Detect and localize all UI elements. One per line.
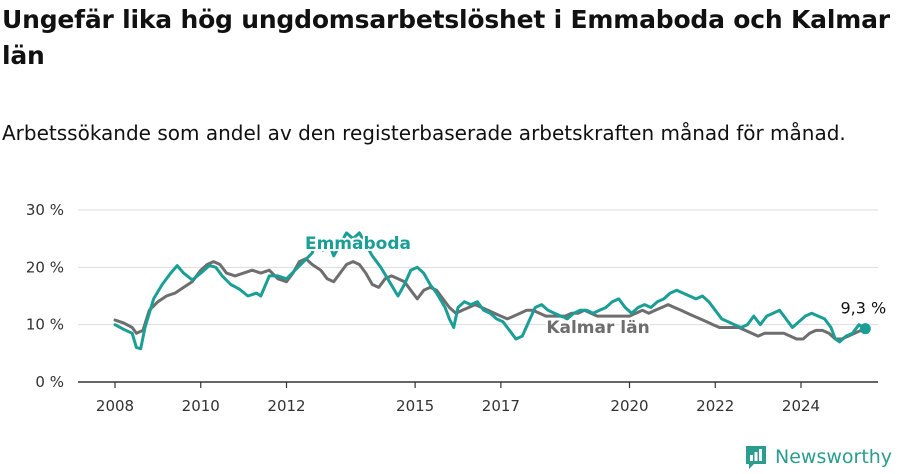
newsworthy-logo-icon xyxy=(746,446,766,469)
x-tick-label: 2024 xyxy=(782,397,820,415)
x-tick-label: 2010 xyxy=(182,397,220,415)
x-tick-label: 2017 xyxy=(482,397,520,415)
x-tick-label: 2020 xyxy=(610,397,648,415)
end-point-marker xyxy=(859,323,871,335)
y-tick-label: 20 % xyxy=(26,258,64,276)
series-label-emmaboda: Emmaboda xyxy=(305,234,411,254)
series-lines xyxy=(113,231,871,351)
y-tick-label: 0 % xyxy=(35,373,64,391)
series-line-kalmar xyxy=(113,257,863,341)
y-tick-label: 30 % xyxy=(26,201,64,219)
series-label-kalmar: Kalmar län xyxy=(546,318,649,338)
x-tick-label: 2012 xyxy=(267,397,305,415)
x-tick-label: 2015 xyxy=(396,397,434,415)
chart-title: Ungefär lika hög ungdomsarbetslöshet i E… xyxy=(2,5,890,70)
axes: 0 % 10 % 20 % 30 % 2008 2010 2012 2015 2017 2020 2… xyxy=(26,201,878,415)
y-tick-label: 10 % xyxy=(26,316,64,334)
x-tick-label: 2022 xyxy=(696,397,734,415)
series-line-emmaboda xyxy=(113,231,867,351)
series-labels: Emmaboda Kalmar län 9,3 % xyxy=(303,232,888,340)
end-value-label: 9,3 % xyxy=(840,299,886,318)
x-tick-label: 2008 xyxy=(96,397,134,415)
brand-name: Newsworthy xyxy=(775,446,893,468)
newsworthy-brand: Newsworthy xyxy=(744,443,892,471)
chart-subtitle: Arbetssökande som andel av den registerb… xyxy=(2,121,846,145)
